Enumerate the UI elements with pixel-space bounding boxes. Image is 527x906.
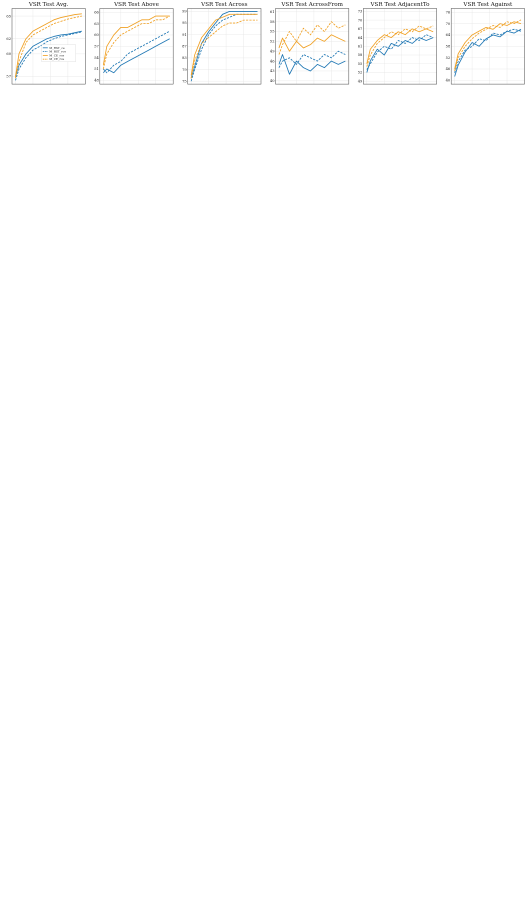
y-tick-label: 46: [446, 67, 451, 71]
subplot: VSR Test Avg.57606265M_RST_ceM_RST_rceM_…: [6, 2, 86, 85]
series-line: [366, 25, 434, 67]
y-tick-label: 65: [6, 14, 11, 18]
subplot: VSR Test Across 75 79 83 87 91 95 99: [182, 2, 262, 85]
legend-box: [41, 44, 76, 62]
plot-frame: [11, 8, 86, 85]
series-line: [190, 13, 258, 76]
y-tick-label: 52: [270, 40, 275, 44]
y-tick-label: 66: [94, 10, 99, 14]
y-tick-label: 46: [270, 59, 275, 63]
y-tick-label: 57: [94, 45, 99, 49]
series-line: [454, 19, 522, 71]
series-line: [366, 28, 434, 64]
y-tick-label: 75: [182, 79, 187, 83]
subplot: VSR Test Against 40 46 52 58 64 70 76: [446, 2, 525, 85]
subplot: VSR Test AcrossFrom 40 43 46 49 52 55 58 61: [270, 2, 350, 85]
subplot-title: VSR Test AdjacentTo: [369, 2, 430, 8]
y-tick-label: 58: [270, 20, 275, 24]
y-tick-label: 52: [446, 56, 451, 60]
subplot-title: VSR Test Above: [113, 2, 160, 8]
series-line: [15, 31, 82, 81]
series-line: [103, 30, 170, 74]
series-line: [102, 15, 170, 70]
y-tick-label: 58: [358, 53, 363, 57]
y-tick-label: 61: [270, 10, 275, 14]
y-tick-label: 83: [182, 56, 187, 60]
subplot: VSR Test AdjacentTo 49 52 55 58 61 64 67 70 73: [358, 2, 437, 85]
plot-frame: [450, 8, 525, 85]
series-line: [278, 54, 346, 75]
series-line: [15, 15, 82, 79]
series-line: [103, 38, 170, 74]
y-tick-label: 40: [270, 79, 275, 83]
y-tick-label: 73: [358, 10, 363, 14]
y-tick-label: 52: [358, 71, 363, 75]
y-tick-label: 91: [182, 33, 187, 37]
y-tick-label: 49: [358, 79, 363, 83]
plot-frame: [99, 8, 174, 85]
y-tick-label: 67: [358, 27, 363, 31]
y-tick-label: 43: [270, 69, 275, 73]
y-tick-label: 55: [358, 62, 363, 66]
y-tick-label: 95: [182, 21, 187, 25]
y-tick-label: 57: [6, 75, 11, 79]
y-tick-label: 51: [94, 67, 99, 71]
series-line: [454, 21, 522, 70]
series-line: [454, 28, 522, 77]
subplot-title: VSR Test AcrossFrom: [280, 2, 343, 8]
series-line: [278, 21, 346, 55]
y-tick-label: 48: [94, 79, 99, 83]
legend-label: M_RST_ce: [49, 46, 65, 50]
y-tick-label: 99: [182, 10, 187, 14]
series-line: [190, 10, 258, 79]
y-tick-label: 60: [94, 33, 99, 37]
series-line: [190, 13, 258, 82]
y-tick-label: 76: [446, 10, 451, 14]
y-tick-label: 49: [270, 49, 275, 53]
legend-label: M_CE_rce: [49, 57, 64, 61]
y-tick-label: 61: [358, 45, 363, 49]
y-tick-label: 62: [6, 37, 11, 41]
plot-frame: [275, 8, 350, 85]
y-tick-label: 63: [94, 22, 99, 26]
y-tick-label: 70: [446, 22, 451, 26]
y-tick-label: 40: [446, 79, 451, 83]
series-line: [366, 34, 434, 70]
series-line: [15, 30, 82, 77]
plot-frame: [363, 8, 437, 85]
y-tick-label: 55: [270, 30, 275, 34]
series-line: [454, 28, 522, 73]
y-tick-label: 64: [446, 33, 451, 37]
legend-label: M_RST_rce: [49, 50, 66, 54]
series-line: [278, 34, 346, 52]
y-tick-label: 79: [182, 68, 187, 72]
legend-label: M_CE_rce: [49, 53, 64, 57]
subplot: VSR Test Above 48 51 54 57 60 63 66: [94, 2, 174, 85]
y-tick-label: 54: [94, 56, 99, 60]
series-line: [278, 50, 346, 68]
subplot-title: VSR Test Avg.: [28, 2, 69, 8]
y-tick-label: 64: [358, 36, 363, 40]
series-line: [15, 13, 82, 77]
y-tick-label: 70: [358, 18, 363, 22]
series-line: [102, 15, 170, 66]
y-tick-label: 58: [446, 45, 451, 49]
subplot-title: VSR Test Against: [462, 2, 513, 8]
y-tick-label: 87: [182, 45, 187, 49]
y-tick-label: 60: [6, 52, 11, 56]
plot-frame: [187, 8, 262, 85]
subplot-title: VSR Test Across: [200, 2, 247, 8]
